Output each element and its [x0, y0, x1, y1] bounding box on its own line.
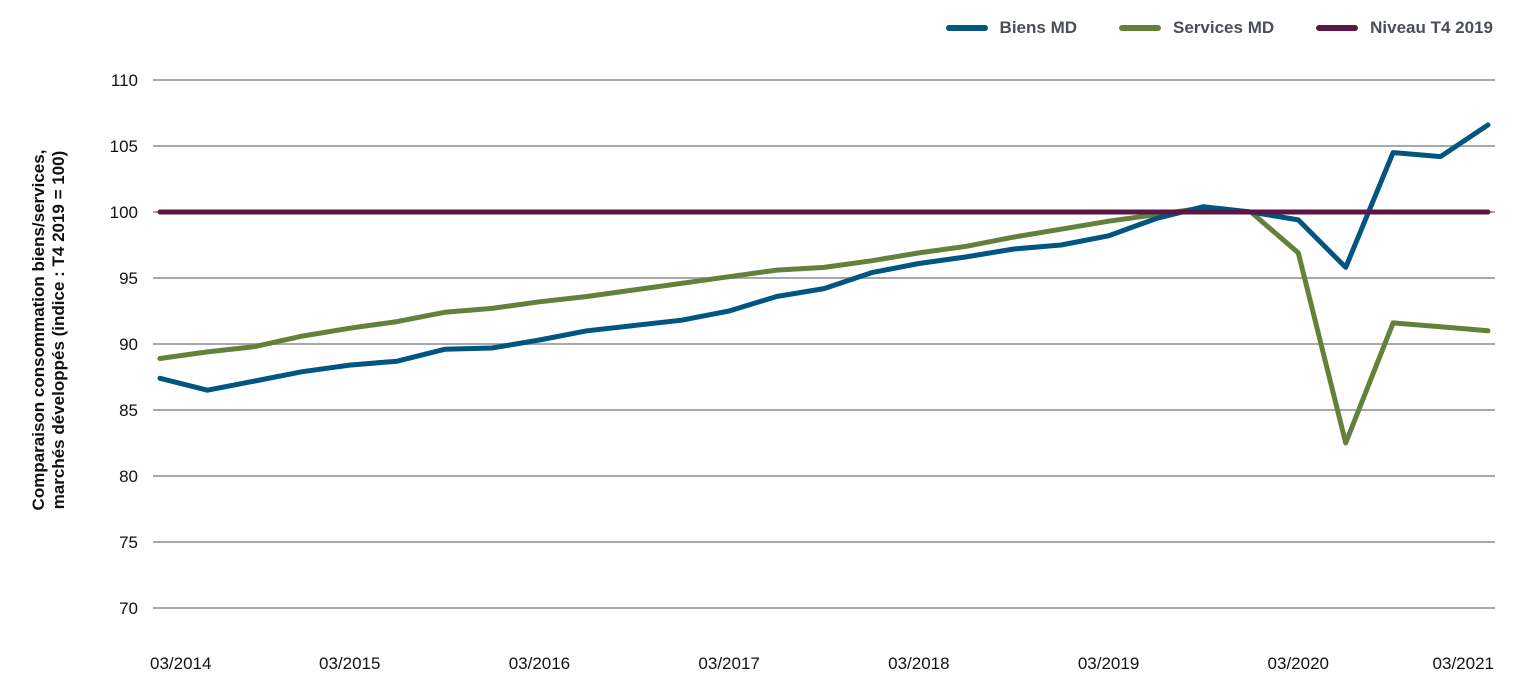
legend-swatch-icon [945, 25, 988, 31]
y-tick-label: 110 [111, 71, 138, 90]
y-tick-label: 90 [119, 335, 138, 354]
legend-swatch-icon [1316, 25, 1359, 31]
legend: Biens MD Services MD Niveau T4 2019 [945, 18, 1493, 38]
series-line-services-md [157, 205, 1491, 446]
legend-label: Services MD [1173, 18, 1275, 37]
legend-item: Niveau T4 2019 [1316, 18, 1493, 38]
y-tick-label: 95 [119, 269, 138, 288]
legend-label: Biens MD [999, 18, 1078, 37]
y-tick-label: 75 [119, 533, 138, 552]
x-tick-label: 03/2015 [319, 654, 380, 673]
y-tick-label: 100 [110, 203, 138, 222]
x-tick-label: 03/2020 [1268, 654, 1329, 673]
y-tick-label: 85 [119, 401, 138, 420]
y-tick-label: 105 [110, 137, 138, 156]
x-tick-label: 03/2021 [1433, 654, 1494, 673]
y-tick-label: 70 [119, 599, 138, 618]
legend-item: Services MD [1119, 18, 1274, 38]
x-tick-label: 03/2017 [698, 654, 759, 673]
x-tick-label: 03/2018 [888, 654, 949, 673]
series-line-biens-md [157, 122, 1491, 393]
legend-label: Niveau T4 2019 [1370, 18, 1493, 37]
x-tick-label: 03/2019 [1078, 654, 1139, 673]
x-tick-label: 03/2014 [150, 654, 211, 673]
y-tick-label: 80 [119, 467, 138, 486]
legend-item: Biens MD [945, 18, 1078, 38]
x-tick-label: 03/2016 [509, 654, 570, 673]
legend-swatch-icon [1119, 25, 1162, 31]
